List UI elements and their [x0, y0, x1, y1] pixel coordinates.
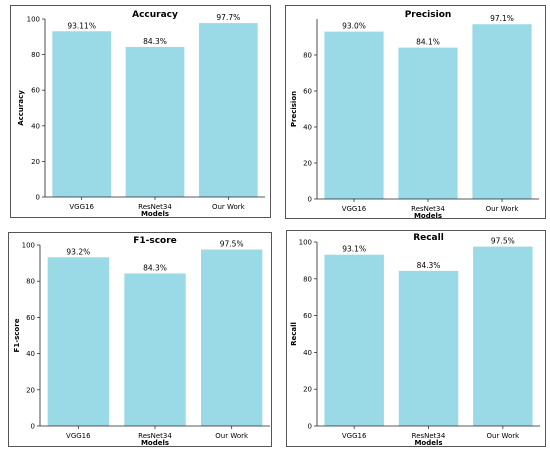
data-label-our-work: 97.7%	[216, 13, 240, 22]
precision-chart: 93.0% VGG16 84.1% ResNet34 97.1% Our Work 0 20 4…	[290, 10, 539, 220]
y-tick-label-80: 80	[31, 51, 40, 59]
x-axis-label: Models	[414, 212, 442, 220]
y-tick-label-100: 100	[22, 242, 35, 250]
x-axis-label: Models	[414, 439, 442, 447]
y-tick-label-60: 60	[26, 314, 35, 322]
chart-title: Precision	[405, 10, 452, 20]
y-tick-label-0: 0	[31, 423, 35, 431]
y-tick-label-60: 60	[303, 88, 312, 96]
bar-our-work	[199, 23, 258, 198]
y-tick-label-100: 100	[27, 16, 40, 24]
data-label-vgg16: 93.0%	[342, 22, 366, 31]
y-axis-label: Accuracy	[17, 90, 25, 126]
bar-our-work	[201, 249, 263, 426]
y-axis-label: Recall	[290, 322, 298, 346]
y-tick-label-60: 60	[31, 87, 40, 95]
y-tick-label-60: 60	[303, 312, 312, 320]
data-label-resnet34: 84.3%	[417, 261, 441, 270]
bar-vgg16	[324, 31, 384, 199]
x-tick-label-vgg16: VGG16	[69, 203, 94, 211]
bar-resnet34	[398, 47, 458, 200]
x-tick-label-resnet34: ResNet34	[412, 432, 446, 440]
f1-score-chart-panel: 93.2% VGG16 84.3% ResNet34 97.5% Our Work 0 20 4…	[8, 232, 272, 447]
accuracy-chart: 93.11% VGG16 84.3% ResNet34 97.7% Our Work 0 20…	[17, 10, 265, 218]
x-tick-label-vgg16: VGG16	[342, 432, 367, 440]
y-tick-label-20: 20	[303, 386, 312, 394]
y-tick-label-80: 80	[303, 52, 312, 60]
data-label-our-work: 97.5%	[491, 237, 515, 246]
bar-resnet34	[125, 46, 185, 197]
data-label-our-work: 97.5%	[220, 240, 244, 249]
bar-resnet34	[398, 270, 459, 426]
recall-chart: 93.1% VGG16 84.3% ResNet34 97.5% Our Work 0 20 4…	[290, 233, 540, 447]
y-tick-label-100: 100	[299, 239, 312, 247]
x-tick-label-our-work: Our Work	[486, 205, 520, 213]
x-tick-label-resnet34: ResNet34	[138, 203, 172, 211]
y-tick-label-0: 0	[308, 423, 312, 431]
data-label-resnet34: 84.3%	[143, 37, 167, 46]
x-tick-label-resnet34: ResNet34	[411, 205, 445, 213]
bar-vgg16	[47, 257, 109, 426]
y-axis-label: F1-score	[13, 318, 21, 352]
data-label-resnet34: 84.3%	[143, 263, 167, 272]
y-tick-label-40: 40	[26, 350, 35, 358]
data-label-vgg16: 93.2%	[66, 247, 90, 256]
x-tick-label-our-work: Our Work	[486, 432, 520, 440]
data-label-vgg16: 93.11%	[67, 21, 96, 30]
bar-our-work	[473, 246, 533, 426]
chart-title: Recall	[413, 233, 444, 243]
x-tick-label-our-work: Our Work	[212, 203, 246, 211]
recall-chart-panel: 93.1% VGG16 84.3% ResNet34 97.5% Our Work 0 20 4…	[286, 230, 546, 447]
y-tick-label-80: 80	[303, 275, 312, 283]
chart-title: Accuracy	[132, 10, 178, 20]
y-tick-label-20: 20	[26, 386, 35, 394]
x-tick-label-resnet34: ResNet34	[138, 432, 172, 440]
x-axis-label: Models	[141, 210, 169, 218]
x-tick-label-our-work: Our Work	[215, 432, 249, 440]
x-tick-label-vgg16: VGG16	[342, 205, 367, 213]
accuracy-chart-panel: 93.11% VGG16 84.3% ResNet34 97.7% Our Work 0 20…	[10, 5, 271, 218]
y-axis-label: Precision	[290, 91, 298, 127]
y-tick-label-0: 0	[308, 196, 312, 204]
data-label-vgg16: 93.1%	[342, 245, 366, 254]
y-tick-label-40: 40	[303, 349, 312, 357]
data-label-resnet34: 84.1%	[416, 38, 440, 47]
y-tick-label-80: 80	[26, 278, 35, 286]
x-axis-label: Models	[141, 439, 169, 447]
bar-vgg16	[324, 254, 384, 426]
chart-title: F1-score	[133, 236, 177, 246]
y-tick-label-40: 40	[31, 122, 40, 130]
bar-vgg16	[52, 31, 111, 197]
bar-our-work	[472, 24, 532, 199]
y-tick-label-20: 20	[303, 160, 312, 168]
precision-chart-panel: 93.0% VGG16 84.1% ResNet34 97.1% Our Work 0 20 4…	[285, 5, 546, 220]
y-tick-label-20: 20	[31, 158, 40, 166]
y-tick-label-40: 40	[303, 124, 312, 132]
x-tick-label-vgg16: VGG16	[66, 432, 91, 440]
data-label-our-work: 97.1%	[490, 14, 514, 23]
y-tick-label-0: 0	[36, 194, 40, 202]
bar-resnet34	[124, 273, 186, 426]
f1-score-chart: 93.2% VGG16 84.3% ResNet34 97.5% Our Work 0 20 4…	[13, 236, 270, 447]
